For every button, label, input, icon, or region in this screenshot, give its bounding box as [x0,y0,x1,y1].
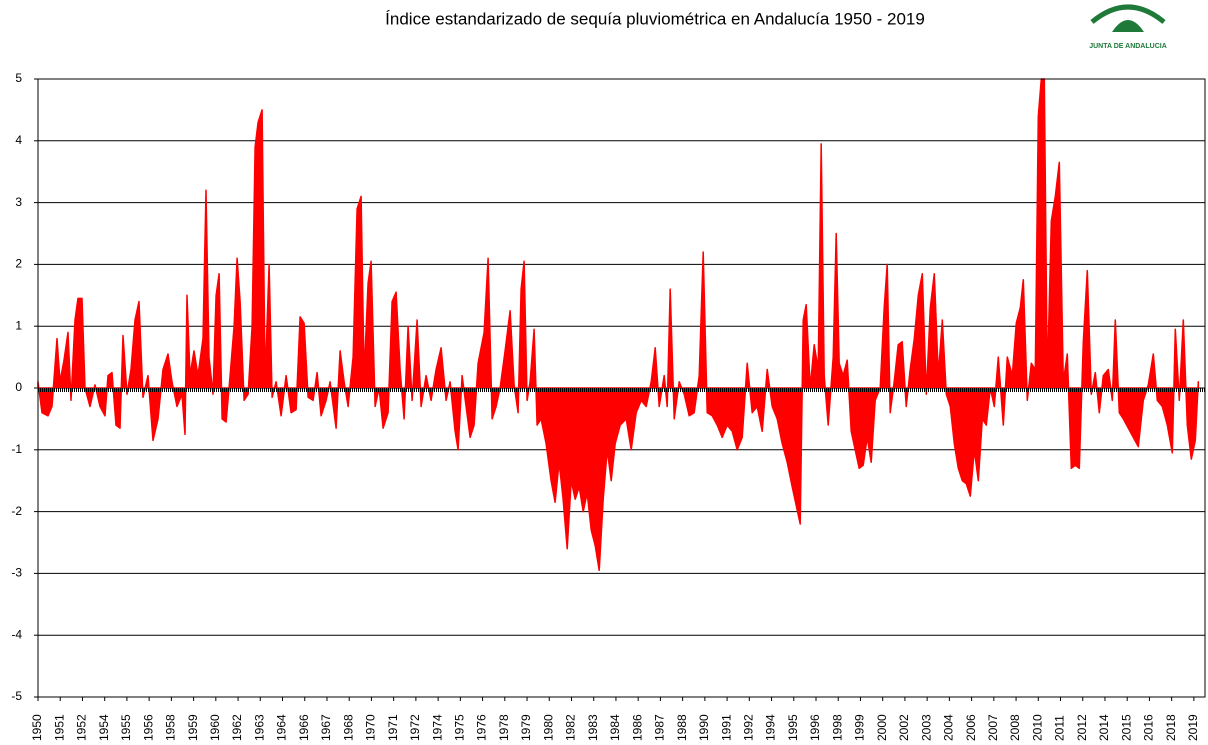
x-tick-label: 1994 [764,714,778,741]
area [37,78,1200,572]
x-tick-label: 2019 [1186,714,1200,741]
x-tick-label: 1968 [341,714,355,741]
x-tick-label: 1955 [119,714,133,741]
x-tick-label: 1958 [164,714,178,741]
x-tick-label: 1967 [319,714,333,741]
y-tick-label: 5 [15,71,22,85]
x-tick-label: 1996 [808,714,822,741]
x-tick-label: 1970 [364,714,378,741]
x-tick-label: 2014 [1097,714,1111,741]
logo-shape [1112,20,1144,32]
y-tick-label: -1 [11,442,22,456]
x-tick-label: 1998 [830,714,844,741]
y-tick-label: 0 [15,380,22,394]
x-tick-label: 1959 [186,714,200,741]
x-tick-label: 2004 [942,714,956,741]
x-tick-label: 2012 [1075,714,1089,741]
x-tick-label: 1995 [786,714,800,741]
x-tick-label: 2000 [875,714,889,741]
x-tick-label: 1986 [630,714,644,741]
y-tick-label: 1 [15,318,22,332]
x-tick-label: 1952 [75,714,89,741]
x-tick-label: 2003 [919,714,933,741]
x-tick-label: 1964 [275,714,289,741]
chart-title: Índice estandarizado de sequía pluviomét… [385,9,925,28]
y-tick-label: 3 [15,195,22,209]
x-tick-label: 1975 [453,714,467,741]
x-tick-label: 2015 [1119,714,1133,741]
x-tick-label: 1990 [697,714,711,741]
x-tick-label: 1987 [653,714,667,741]
y-tick-label: -3 [11,566,22,580]
y-tick-label: 4 [15,133,22,147]
x-tick-label: 1992 [741,714,755,741]
x-tick-label: 1980 [541,714,555,741]
x-tick-label: 1951 [52,714,66,741]
x-tick-label: 1978 [497,714,511,741]
x-tick-label: 1956 [141,714,155,741]
y-tick-label: -5 [11,689,22,703]
y-tick-label: -4 [11,627,22,641]
x-tick-label: 1960 [208,714,222,741]
x-tick-label: 1966 [297,714,311,741]
x-tick-label: 1979 [519,714,533,741]
x-tick-label: 2007 [986,714,1000,741]
y-tick-label: 2 [15,257,22,271]
x-tick-label: 2008 [1008,714,1022,741]
x-tick-label: 1974 [430,714,444,741]
logo-text: JUNTA DE ANDALUCIA [1089,43,1167,50]
x-tick-label: 1962 [230,714,244,741]
x-tick-label: 2002 [897,714,911,741]
y-tick-label: -2 [11,504,22,518]
plot-border [37,78,1206,698]
x-tick-label: 2006 [964,714,978,741]
x-tick-label: 1950 [30,714,44,741]
x-tick-label: 1991 [719,714,733,741]
x-tick-label: 1988 [675,714,689,741]
logo: JUNTA DE ANDALUCIA [1089,4,1167,50]
x-tick-label: 1982 [564,714,578,741]
x-tick-label: 1984 [608,714,622,741]
x-tick-label: 1983 [586,714,600,741]
x-tick-label: 1954 [97,714,111,741]
logo-arc [1090,4,1166,24]
x-tick-label: 2018 [1164,714,1178,741]
x-tick-label: 2011 [1053,715,1067,741]
x-tick-label: 1972 [408,714,422,741]
x-tick-label: 1963 [252,714,266,741]
x-tick-label: 1976 [475,714,489,741]
x-tick-label: 2016 [1142,714,1156,741]
x-tick-label: 1971 [386,714,400,741]
x-tick-label: 1999 [853,714,867,741]
x-tick-label: 2010 [1030,714,1044,741]
